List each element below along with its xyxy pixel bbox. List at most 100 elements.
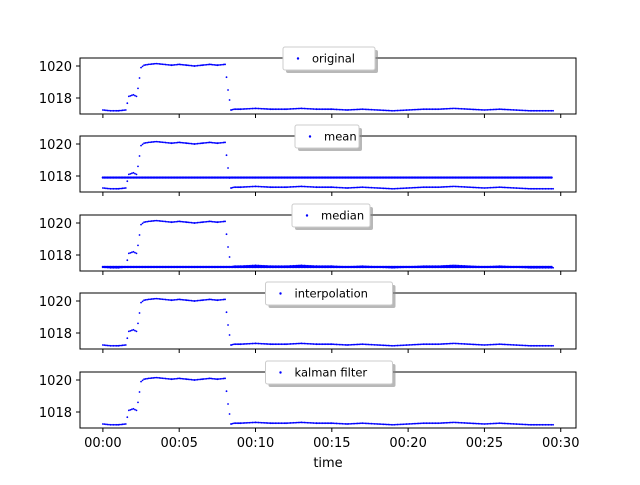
data-point xyxy=(219,63,222,66)
data-point xyxy=(242,108,245,110)
data-point xyxy=(309,185,312,188)
data-point xyxy=(224,63,226,66)
data-point xyxy=(320,343,323,346)
data-point xyxy=(198,64,200,67)
data-point xyxy=(437,343,440,346)
data-point xyxy=(465,422,468,424)
data-point xyxy=(106,423,109,426)
data-point xyxy=(540,423,542,426)
data-point xyxy=(500,422,503,425)
data-point xyxy=(274,343,277,346)
data-point xyxy=(451,342,454,345)
legend: mean xyxy=(294,124,362,151)
data-point xyxy=(495,343,498,346)
data-point xyxy=(547,423,550,426)
data-point xyxy=(375,187,377,189)
data-point xyxy=(552,109,555,112)
data-point xyxy=(524,109,527,112)
data-point xyxy=(337,186,339,189)
data-point xyxy=(234,422,237,425)
data-point xyxy=(512,109,515,111)
data-point xyxy=(120,423,123,426)
data-point xyxy=(288,108,290,110)
data-point xyxy=(210,298,213,301)
data-point xyxy=(370,108,373,111)
data-point xyxy=(388,187,391,190)
data-point xyxy=(265,186,268,188)
data-point xyxy=(401,187,403,190)
data-point xyxy=(253,185,255,188)
data-point xyxy=(109,109,112,112)
data-point xyxy=(361,108,364,111)
data-point xyxy=(504,186,507,189)
data-point xyxy=(166,141,168,144)
data-point xyxy=(449,185,452,188)
data-point xyxy=(388,109,391,112)
data-point xyxy=(404,423,406,426)
data-point xyxy=(469,186,472,189)
data-point xyxy=(533,187,536,190)
series-points xyxy=(101,140,555,190)
data-point xyxy=(335,343,338,346)
data-point xyxy=(501,343,504,346)
data-point xyxy=(221,377,223,380)
data-point xyxy=(427,343,429,346)
data-point xyxy=(286,186,289,189)
data-point xyxy=(344,344,347,346)
data-point xyxy=(550,344,553,347)
data-point xyxy=(515,344,518,346)
data-point xyxy=(256,342,258,345)
data-point xyxy=(369,108,371,111)
data-point xyxy=(482,187,484,189)
data-point xyxy=(529,423,532,426)
data-point xyxy=(424,422,426,425)
data-point xyxy=(137,401,139,404)
data-point xyxy=(205,63,208,66)
data-point xyxy=(185,142,188,145)
data-point xyxy=(469,422,472,425)
data-point xyxy=(529,109,532,112)
data-point xyxy=(552,344,555,347)
data-point xyxy=(404,187,406,190)
data-point xyxy=(224,220,226,223)
data-point xyxy=(271,186,274,189)
data-point xyxy=(440,422,443,424)
data-point xyxy=(297,342,300,345)
data-point xyxy=(280,108,283,111)
data-point xyxy=(364,343,367,346)
data-point xyxy=(263,107,266,110)
data-point xyxy=(332,108,335,111)
data-point xyxy=(343,343,345,346)
data-point xyxy=(361,186,364,189)
data-point xyxy=(176,141,179,144)
data-point xyxy=(300,264,303,267)
data-point xyxy=(350,343,353,346)
data-point xyxy=(541,344,544,347)
data-point xyxy=(164,298,167,301)
data-point xyxy=(509,186,512,189)
data-point xyxy=(387,187,390,190)
data-point xyxy=(150,141,153,143)
data-point xyxy=(369,343,371,346)
data-point xyxy=(140,301,142,304)
data-point xyxy=(402,109,405,112)
data-point xyxy=(225,311,228,314)
data-point xyxy=(358,343,361,346)
data-point xyxy=(193,379,196,381)
data-point xyxy=(239,108,242,111)
data-point xyxy=(106,187,109,190)
data-point xyxy=(214,142,217,144)
data-point xyxy=(163,63,165,66)
data-point xyxy=(420,343,423,346)
data-point xyxy=(367,108,370,111)
data-point xyxy=(169,142,171,144)
data-point xyxy=(346,187,348,189)
data-point xyxy=(173,141,176,144)
data-point xyxy=(117,109,120,112)
data-point xyxy=(379,344,382,347)
data-point xyxy=(388,423,391,426)
data-point xyxy=(246,421,249,424)
data-point xyxy=(225,76,228,79)
data-point xyxy=(344,423,347,425)
